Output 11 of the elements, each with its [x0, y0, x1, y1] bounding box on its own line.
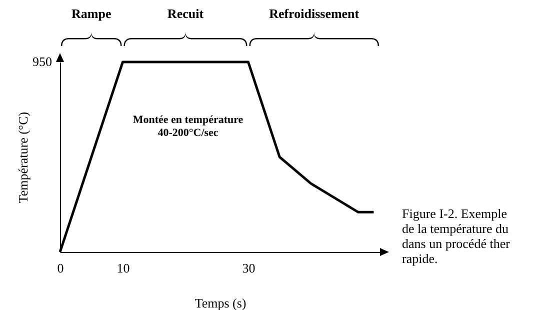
- x-tick-label: 0: [57, 260, 64, 276]
- y-axis-title: Température (°C): [16, 112, 30, 204]
- text: 950: [32, 54, 52, 69]
- text: Recuit: [167, 6, 204, 22]
- text: Figure I-2. Exemple de la température du dans un procédé ther rapide.: [402, 206, 511, 266]
- x-tick-label: 30: [242, 260, 256, 276]
- x-tick-label: 10: [116, 260, 130, 276]
- annotation: Montée en température 40-200°C/sec: [132, 114, 244, 139]
- text: Rampe: [72, 6, 112, 22]
- x-axis-title: Temps (s): [194, 296, 246, 310]
- text: Refroidissement: [269, 6, 360, 22]
